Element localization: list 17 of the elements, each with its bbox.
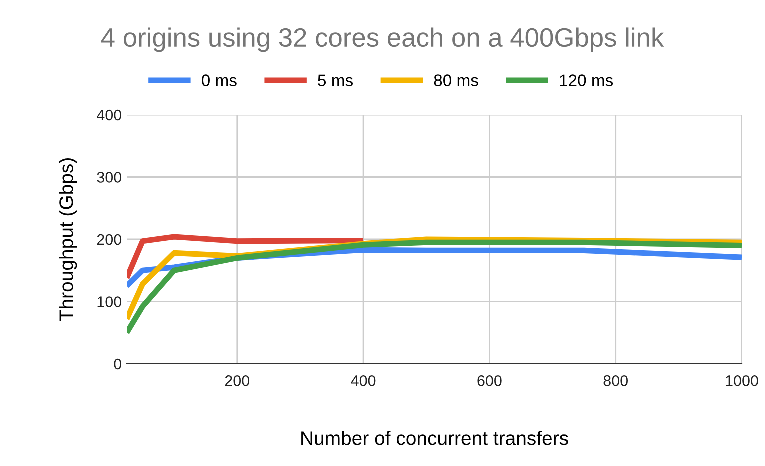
y-tick-label: 400 (97, 110, 122, 121)
x-tick-label: 200 (225, 376, 250, 386)
x-tick-label: 800 (604, 376, 628, 386)
legend-label: 5 ms (318, 74, 353, 86)
y-tick-label: 300 (97, 172, 122, 183)
y-axis-title: Throughput (Gbps) (59, 158, 78, 322)
chart-title: 4 origins using 32 cores each on a 400Gbps link (101, 28, 664, 52)
y-tick-label: 100 (98, 296, 122, 308)
legend-label: 0 ms (202, 74, 237, 86)
y-tick-label: 200 (97, 234, 122, 246)
y-tick-label: 0 (114, 358, 122, 370)
legend-label: 80 ms (434, 74, 478, 86)
x-tick-label: 600 (478, 376, 502, 386)
legend-label: 120 ms (560, 74, 614, 86)
x-tick-label: 400 (351, 376, 376, 386)
x-axis-title: Number of concurrent transfers (302, 431, 568, 446)
x-tick-label: 1000 (726, 376, 758, 386)
